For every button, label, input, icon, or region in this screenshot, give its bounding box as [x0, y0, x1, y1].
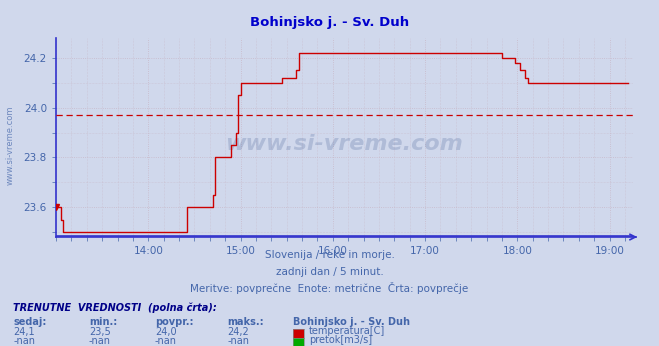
Text: www.si-vreme.com: www.si-vreme.com	[225, 134, 463, 154]
Text: povpr.:: povpr.:	[155, 317, 193, 327]
Text: zadnji dan / 5 minut.: zadnji dan / 5 minut.	[275, 267, 384, 277]
Text: temperatura[C]: temperatura[C]	[309, 326, 386, 336]
Text: 24,1: 24,1	[13, 327, 35, 337]
Text: -nan: -nan	[155, 336, 177, 346]
Text: 23,5: 23,5	[89, 327, 111, 337]
Text: 24,0: 24,0	[155, 327, 177, 337]
Text: Meritve: povprečne  Enote: metrične  Črta: povprečje: Meritve: povprečne Enote: metrične Črta:…	[190, 282, 469, 294]
Text: www.si-vreme.com: www.si-vreme.com	[5, 106, 14, 185]
Text: Bohinjsko j. - Sv. Duh: Bohinjsko j. - Sv. Duh	[293, 317, 411, 327]
Text: -nan: -nan	[13, 336, 35, 346]
Text: -nan: -nan	[89, 336, 111, 346]
Text: Slovenija / reke in morje.: Slovenija / reke in morje.	[264, 250, 395, 260]
Text: -nan: -nan	[227, 336, 249, 346]
Text: pretok[m3/s]: pretok[m3/s]	[309, 335, 372, 345]
Text: sedaj:: sedaj:	[13, 317, 47, 327]
Text: Bohinjsko j. - Sv. Duh: Bohinjsko j. - Sv. Duh	[250, 16, 409, 29]
Text: TRENUTNE  VREDNOSTI  (polna črta):: TRENUTNE VREDNOSTI (polna črta):	[13, 303, 217, 313]
Text: min.:: min.:	[89, 317, 117, 327]
Text: maks.:: maks.:	[227, 317, 264, 327]
Text: 24,2: 24,2	[227, 327, 249, 337]
